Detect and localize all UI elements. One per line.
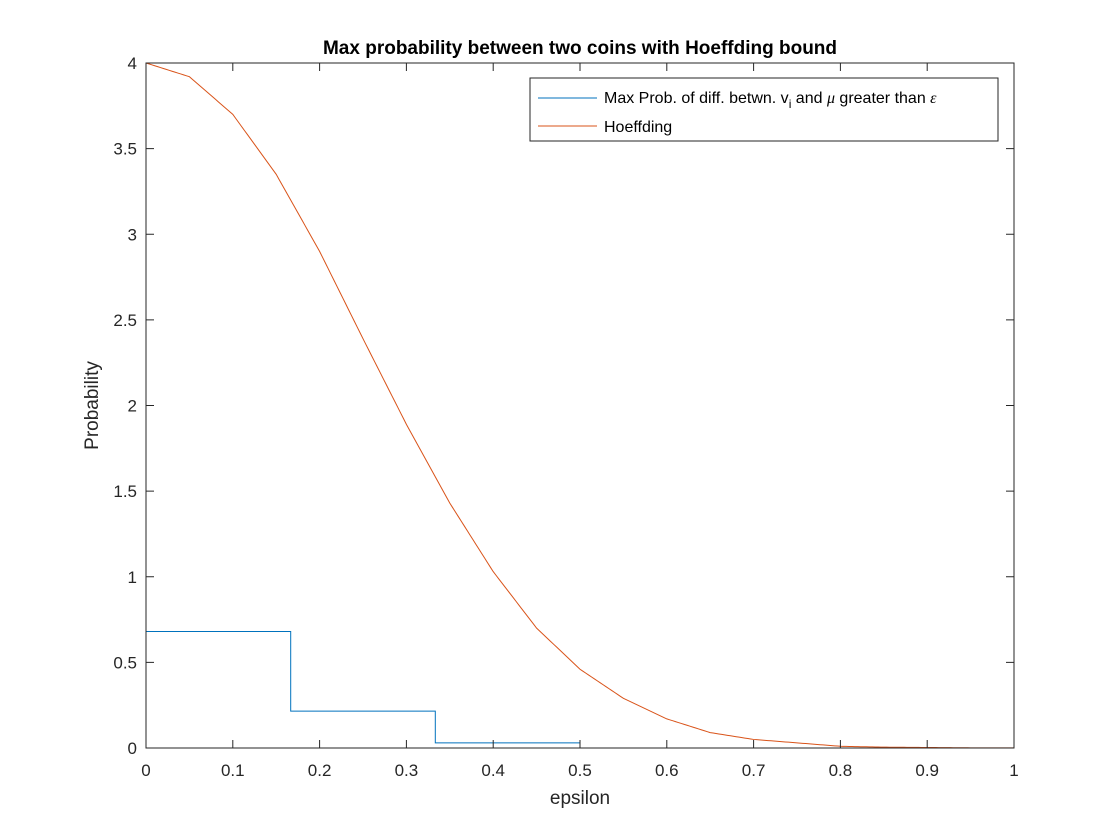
- x-axis-label: epsilon: [550, 788, 610, 809]
- x-tick-label: 0.9: [915, 761, 939, 780]
- y-tick-label: 2.5: [113, 311, 137, 330]
- x-tick-label: 0.5: [568, 761, 592, 780]
- series-line-hoeffding: [145, 62, 1014, 749]
- x-tick-label: 0.3: [395, 761, 419, 780]
- x-tick-label: 0: [141, 761, 150, 780]
- y-tick-label: 0.5: [113, 653, 137, 672]
- legend: Max Prob. of diff. betwn. vi and μ great…: [529, 77, 999, 142]
- y-axis-label: Probability: [82, 361, 103, 450]
- legend-box: [529, 77, 999, 142]
- chart-title: Max probability between two coins with H…: [323, 38, 837, 59]
- x-tick-label: 0.8: [829, 761, 853, 780]
- y-tick-label: 1.5: [113, 482, 137, 501]
- y-tick-label: 4: [128, 54, 137, 73]
- plot-area: [146, 63, 1014, 748]
- x-tick-label: 0.6: [655, 761, 679, 780]
- y-tick-label: 1: [128, 568, 137, 587]
- x-tick-label: 0.2: [308, 761, 332, 780]
- x-tick-label: 0.4: [481, 761, 505, 780]
- y-tick-label: 3.5: [113, 140, 137, 159]
- legend-label-max-prob: Max Prob. of diff. betwn. vi and μ great…: [604, 90, 937, 111]
- ticks-layer: 0 0.1 0.2 0.3 0.4 0.5 0.6 0.7 0.8 0.9 1 0 0.5 1 1.5 2 2.…: [113, 54, 1018, 780]
- x-tick-label: 0.7: [742, 761, 766, 780]
- x-tick-label: 0.1: [221, 761, 245, 780]
- y-tick-label: 0: [128, 739, 137, 758]
- y-tick-label: 2: [128, 397, 137, 416]
- legend-label-hoeffding: Hoeffding: [604, 119, 672, 136]
- y-tick-label: 3: [128, 225, 137, 244]
- x-tick-label: 1: [1009, 761, 1018, 780]
